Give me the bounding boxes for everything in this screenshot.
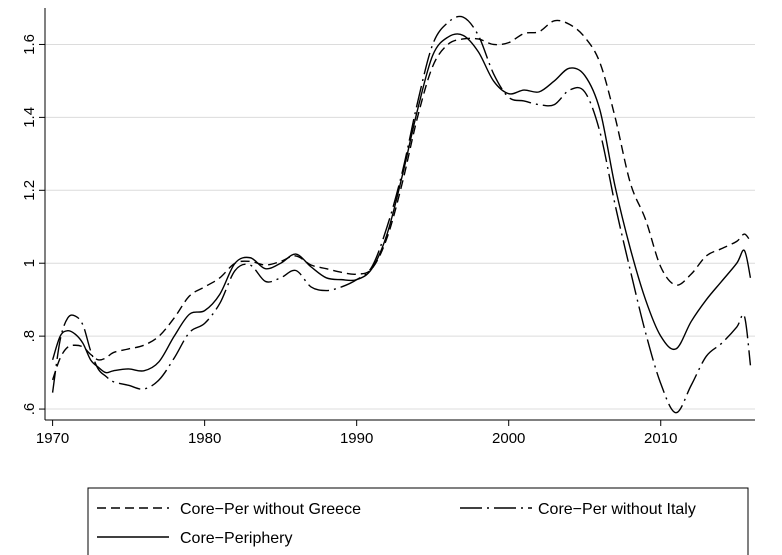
y-tick-label: .6 bbox=[21, 403, 38, 416]
legend-label-2: Core−Periphery bbox=[180, 530, 293, 547]
grid-lines bbox=[45, 43, 755, 410]
y-tick-label: 1.2 bbox=[21, 180, 38, 201]
legend: Core−Per without Greece Core−Per without … bbox=[87, 487, 749, 555]
series-line-0 bbox=[51, 19, 752, 381]
y-tick-label: .8 bbox=[21, 330, 38, 343]
y-tick-label: 1.6 bbox=[21, 34, 38, 55]
x-tick-label: 1980 bbox=[188, 430, 221, 447]
x-tick-label: 2010 bbox=[644, 430, 677, 447]
series-lines bbox=[51, 15, 752, 414]
series-line-1 bbox=[51, 15, 752, 414]
legend-label-1: Core−Per without Italy bbox=[538, 501, 696, 518]
series-line-2 bbox=[51, 33, 752, 374]
axes: .6 .8 1 1.2 1.4 1.6 1970 1980 1990 2000 2010 bbox=[21, 8, 755, 447]
x-tick-label: 2000 bbox=[492, 430, 525, 447]
x-tick-label: 1990 bbox=[340, 430, 373, 447]
x-tick-label: 1970 bbox=[36, 430, 69, 447]
legend-box bbox=[87, 487, 749, 555]
legend-label-0: Core−Per without Greece bbox=[180, 501, 361, 518]
y-tick-label: 1 bbox=[21, 259, 38, 267]
y-tick-label: 1.4 bbox=[21, 107, 38, 128]
